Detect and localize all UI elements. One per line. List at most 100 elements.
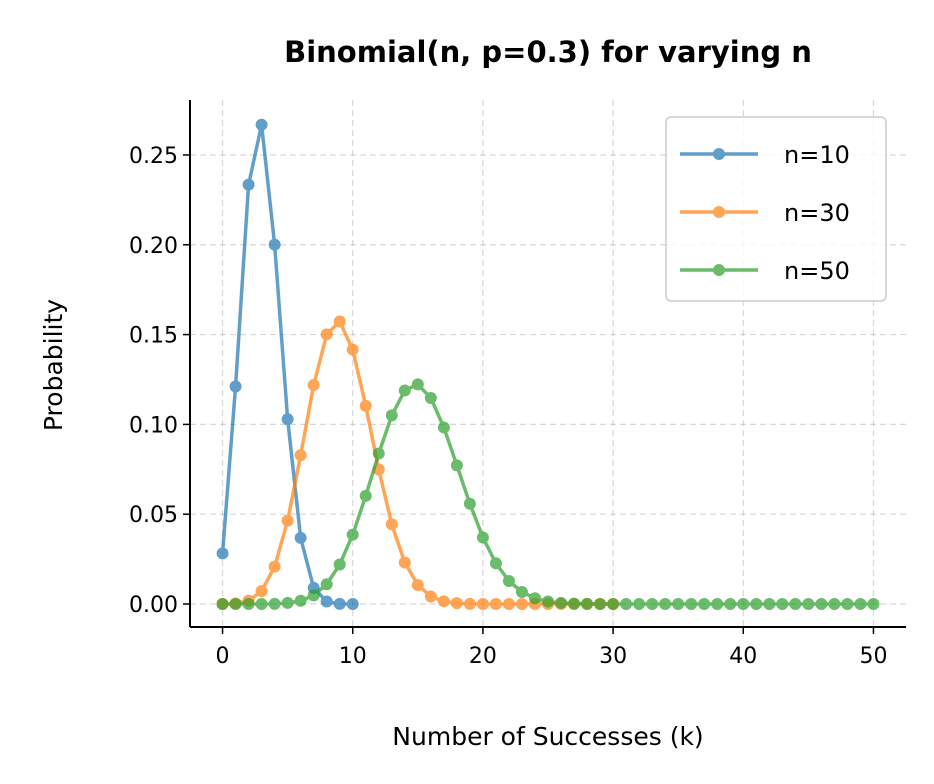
- data-point: [633, 598, 646, 611]
- data-point: [268, 238, 281, 251]
- y-axis-label: Probability: [39, 299, 68, 431]
- data-point: [346, 343, 359, 356]
- legend: n=10 n=30 n=50: [665, 116, 887, 302]
- data-point: [424, 391, 437, 404]
- series-n=50: [216, 378, 880, 611]
- data-point: [294, 594, 307, 607]
- data-point: [307, 379, 320, 392]
- legend-marker: [680, 206, 758, 218]
- data-point: [476, 598, 489, 611]
- data-point: [294, 531, 307, 544]
- data-point: [398, 384, 411, 397]
- data-point: [854, 598, 867, 611]
- data-point: [489, 557, 502, 570]
- data-point: [424, 590, 437, 603]
- x-tick-label: 0: [216, 644, 230, 669]
- x-tick-label: 40: [729, 644, 757, 669]
- data-point: [372, 447, 385, 460]
- data-point: [594, 598, 607, 611]
- data-point: [281, 514, 294, 527]
- data-point: [281, 413, 294, 426]
- data-point: [568, 597, 581, 610]
- y-tick-label: 0.05: [129, 503, 178, 528]
- legend-marker: [680, 148, 758, 160]
- data-point: [515, 598, 528, 611]
- data-point: [724, 598, 737, 611]
- data-point: [255, 585, 268, 598]
- series-line: [220, 123, 353, 606]
- data-point: [255, 598, 268, 611]
- y-tick-label: 0.15: [129, 324, 178, 349]
- data-point: [672, 598, 685, 611]
- data-point: [711, 598, 724, 611]
- y-tick-label: 0.00: [129, 593, 178, 618]
- data-point: [281, 596, 294, 609]
- y-tick-label: 0.25: [129, 144, 178, 169]
- data-point: [802, 598, 815, 611]
- data-point: [359, 399, 372, 412]
- data-point: [542, 595, 554, 608]
- x-tick-label: 10: [339, 644, 367, 669]
- legend-dot: [713, 206, 725, 218]
- data-point: [411, 378, 424, 391]
- data-point: [815, 598, 828, 611]
- series-line: [222, 382, 874, 606]
- data-point: [698, 598, 711, 611]
- legend-marker: [680, 264, 758, 276]
- data-point: [229, 598, 242, 611]
- legend-label: n=30: [784, 199, 850, 227]
- ticks: 0 10 20 30 40 50 0.00 0.05 0.10 0.15 0.20 0.25: [129, 144, 887, 669]
- data-point: [450, 459, 463, 472]
- grid: [190, 100, 906, 627]
- data-point: [216, 598, 229, 611]
- legend-dot: [713, 148, 725, 160]
- data-point: [398, 556, 411, 569]
- data-point: [346, 528, 359, 541]
- series-line: [222, 319, 614, 606]
- data-point: [659, 598, 672, 611]
- y-tick-label: 0.10: [129, 413, 178, 438]
- data-point: [476, 531, 489, 544]
- data-point: [502, 598, 515, 611]
- data-point: [555, 596, 568, 609]
- data-point: [255, 118, 268, 131]
- data-point: [229, 380, 242, 393]
- data-point: [685, 598, 698, 611]
- data-point: [216, 547, 229, 560]
- data-point: [268, 597, 281, 610]
- series-n=30: [216, 315, 620, 611]
- data-point: [294, 449, 307, 462]
- data-point: [489, 598, 502, 611]
- series-n=10: [216, 118, 359, 611]
- data-point: [502, 575, 515, 588]
- data-point: [320, 595, 333, 608]
- data-point: [333, 558, 346, 571]
- data-point: [607, 598, 620, 611]
- data-point: [750, 598, 763, 611]
- data-point: [346, 598, 359, 611]
- data-point: [581, 597, 594, 610]
- data-point: [333, 315, 346, 328]
- data-point: [385, 518, 398, 531]
- data-point: [841, 598, 854, 611]
- data-point: [763, 598, 776, 611]
- data-point: [320, 578, 333, 591]
- data-point: [646, 598, 659, 611]
- data-point: [828, 598, 841, 611]
- x-tick-label: 50: [859, 644, 887, 669]
- data-point: [333, 597, 346, 610]
- x-axis-label: Number of Successes (k): [392, 722, 703, 751]
- series-group: [216, 118, 880, 611]
- data-point: [359, 489, 372, 502]
- x-tick-label: 30: [599, 644, 627, 669]
- data-point: [789, 598, 802, 611]
- data-point: [437, 421, 450, 434]
- legend-label: n=50: [784, 257, 850, 285]
- data-point: [437, 595, 450, 608]
- data-point: [463, 597, 476, 610]
- data-point: [867, 598, 880, 611]
- y-tick-label: 0.20: [129, 234, 178, 259]
- data-point: [528, 592, 541, 605]
- data-point: [450, 597, 463, 610]
- data-point: [320, 328, 333, 341]
